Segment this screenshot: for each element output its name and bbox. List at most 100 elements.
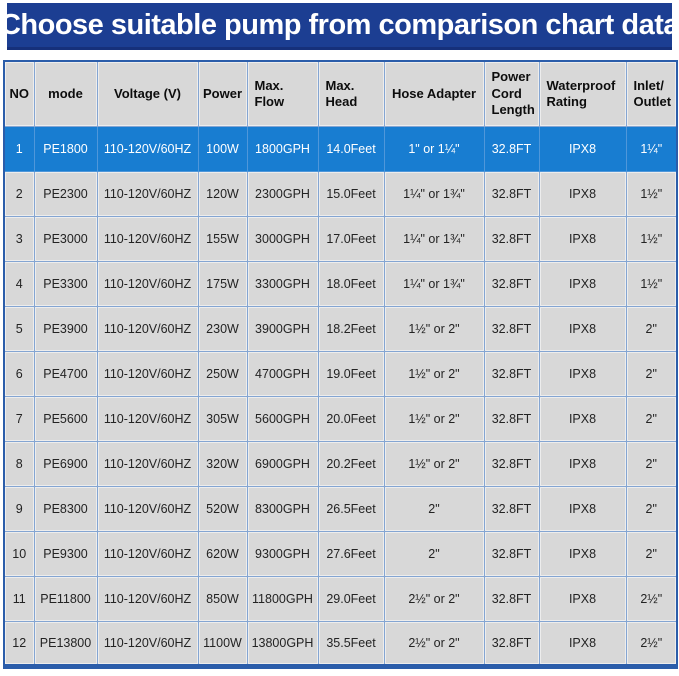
cell-voltage: 110-120V/60HZ <box>96 485 199 532</box>
cell-inlet-outlet: 2½" <box>625 620 678 667</box>
cell-mode: PE6900 <box>33 440 98 487</box>
cell-voltage: 110-120V/60HZ <box>96 440 199 487</box>
cell-voltage: 110-120V/60HZ <box>96 125 199 172</box>
cell-voltage: 110-120V/60HZ <box>96 170 199 217</box>
cell-max-flow: 11800GPH <box>246 575 319 622</box>
cell-waterproof-rating: IPX8 <box>538 215 627 262</box>
cell-power: 320W <box>197 440 248 487</box>
cell-voltage: 110-120V/60HZ <box>96 350 199 397</box>
title-banner: Choose suitable pump from comparison cha… <box>0 3 679 50</box>
cell-max-head: 29.0Feet <box>317 575 385 622</box>
cell-max-head: 18.2Feet <box>317 305 385 352</box>
cell-voltage: 110-120V/60HZ <box>96 215 199 262</box>
cell-mode: PE1800 <box>33 125 98 172</box>
cell-inlet-outlet: 2" <box>625 440 678 487</box>
cell-no: 3 <box>3 215 35 262</box>
cell-hose-adapter: 2½" or 2" <box>383 620 485 667</box>
cell-max-flow: 13800GPH <box>246 620 319 667</box>
cell-max-head: 35.5Feet <box>317 620 385 667</box>
cell-waterproof-rating: IPX8 <box>538 125 627 172</box>
cell-no: 12 <box>3 620 35 667</box>
cell-power-cord-length: 32.8FT <box>483 440 540 487</box>
cell-mode: PE13800 <box>33 620 98 667</box>
cell-mode: PE11800 <box>33 575 98 622</box>
cell-no: 6 <box>3 350 35 397</box>
cell-inlet-outlet: 2" <box>625 485 678 532</box>
cell-mode: PE9300 <box>33 530 98 577</box>
cell-waterproof-rating: IPX8 <box>538 485 627 532</box>
cell-power-cord-length: 32.8FT <box>483 620 540 667</box>
table-row: 4 PE3300 110-120V/60HZ 175W 3300GPH 18.0Feet 1… <box>3 260 678 307</box>
column-header-hose-adapter: Hose Adapter <box>383 60 485 127</box>
cell-waterproof-rating: IPX8 <box>538 440 627 487</box>
cell-power-cord-length: 32.8FT <box>483 305 540 352</box>
cell-inlet-outlet: 1½" <box>625 170 678 217</box>
table-body: 1 PE1800 110-120V/60HZ 100W 1800GPH 14.0Feet 1… <box>3 125 678 667</box>
cell-power: 250W <box>197 350 248 397</box>
cell-no: 5 <box>3 305 35 352</box>
cell-voltage: 110-120V/60HZ <box>96 620 199 667</box>
cell-mode: PE5600 <box>33 395 98 442</box>
cell-power-cord-length: 32.8FT <box>483 575 540 622</box>
table-row: 2 PE2300 110-120V/60HZ 120W 2300GPH 15.0Feet 1… <box>3 170 678 217</box>
header-row: NO mode Voltage (V) Power Max. Flow Max. Head… <box>3 60 678 127</box>
cell-power-cord-length: 32.8FT <box>483 125 540 172</box>
cell-max-flow: 5600GPH <box>246 395 319 442</box>
cell-mode: PE3300 <box>33 260 98 307</box>
table-header: NO mode Voltage (V) Power Max. Flow Max. Head… <box>3 60 678 127</box>
cell-power: 120W <box>197 170 248 217</box>
cell-power: 850W <box>197 575 248 622</box>
pump-comparison-table: NO mode Voltage (V) Power Max. Flow Max. Head… <box>3 60 678 669</box>
column-header-max-head: Max. Head <box>317 60 385 127</box>
cell-no: 2 <box>3 170 35 217</box>
cell-voltage: 110-120V/60HZ <box>96 260 199 307</box>
cell-max-flow: 3000GPH <box>246 215 319 262</box>
cell-power: 230W <box>197 305 248 352</box>
cell-max-flow: 6900GPH <box>246 440 319 487</box>
cell-power: 305W <box>197 395 248 442</box>
cell-inlet-outlet: 1½" <box>625 215 678 262</box>
cell-mode: PE3000 <box>33 215 98 262</box>
cell-no: 4 <box>3 260 35 307</box>
cell-power-cord-length: 32.8FT <box>483 170 540 217</box>
cell-hose-adapter: 2" <box>383 530 485 577</box>
cell-max-head: 20.2Feet <box>317 440 385 487</box>
cell-power-cord-length: 32.8FT <box>483 215 540 262</box>
cell-no: 10 <box>3 530 35 577</box>
table-row: 3 PE3000 110-120V/60HZ 155W 3000GPH 17.0Feet 1… <box>3 215 678 262</box>
cell-power-cord-length: 32.8FT <box>483 530 540 577</box>
cell-voltage: 110-120V/60HZ <box>96 395 199 442</box>
cell-max-flow: 1800GPH <box>246 125 319 172</box>
cell-waterproof-rating: IPX8 <box>538 530 627 577</box>
column-header-inlet-outlet: Inlet/ Outlet <box>625 60 678 127</box>
cell-waterproof-rating: IPX8 <box>538 170 627 217</box>
table-row: 10 PE9300 110-120V/60HZ 620W 9300GPH 27.6Feet… <box>3 530 678 577</box>
table-row: 8 PE6900 110-120V/60HZ 320W 6900GPH 20.2Feet 1… <box>3 440 678 487</box>
cell-max-flow: 8300GPH <box>246 485 319 532</box>
cell-max-head: 26.5Feet <box>317 485 385 532</box>
table-row: 7 PE5600 110-120V/60HZ 305W 5600GPH 20.0Feet 1… <box>3 395 678 442</box>
cell-max-flow: 4700GPH <box>246 350 319 397</box>
page-title: Choose suitable pump from comparison cha… <box>0 8 679 41</box>
cell-voltage: 110-120V/60HZ <box>96 305 199 352</box>
cell-waterproof-rating: IPX8 <box>538 260 627 307</box>
cell-max-flow: 2300GPH <box>246 170 319 217</box>
cell-mode: PE8300 <box>33 485 98 532</box>
cell-waterproof-rating: IPX8 <box>538 575 627 622</box>
column-header-no: NO <box>3 60 35 127</box>
cell-max-head: 15.0Feet <box>317 170 385 217</box>
cell-max-head: 18.0Feet <box>317 260 385 307</box>
cell-inlet-outlet: 2" <box>625 395 678 442</box>
table-row: 11 PE11800 110-120V/60HZ 850W 11800GPH 29.0Fe… <box>3 575 678 622</box>
cell-waterproof-rating: IPX8 <box>538 350 627 397</box>
cell-waterproof-rating: IPX8 <box>538 395 627 442</box>
cell-hose-adapter: 2" <box>383 485 485 532</box>
cell-no: 11 <box>3 575 35 622</box>
cell-max-head: 27.6Feet <box>317 530 385 577</box>
table-row: 1 PE1800 110-120V/60HZ 100W 1800GPH 14.0Feet 1… <box>3 125 678 172</box>
cell-power: 100W <box>197 125 248 172</box>
column-header-power: Power <box>197 60 248 127</box>
cell-inlet-outlet: 2½" <box>625 575 678 622</box>
cell-power-cord-length: 32.8FT <box>483 260 540 307</box>
